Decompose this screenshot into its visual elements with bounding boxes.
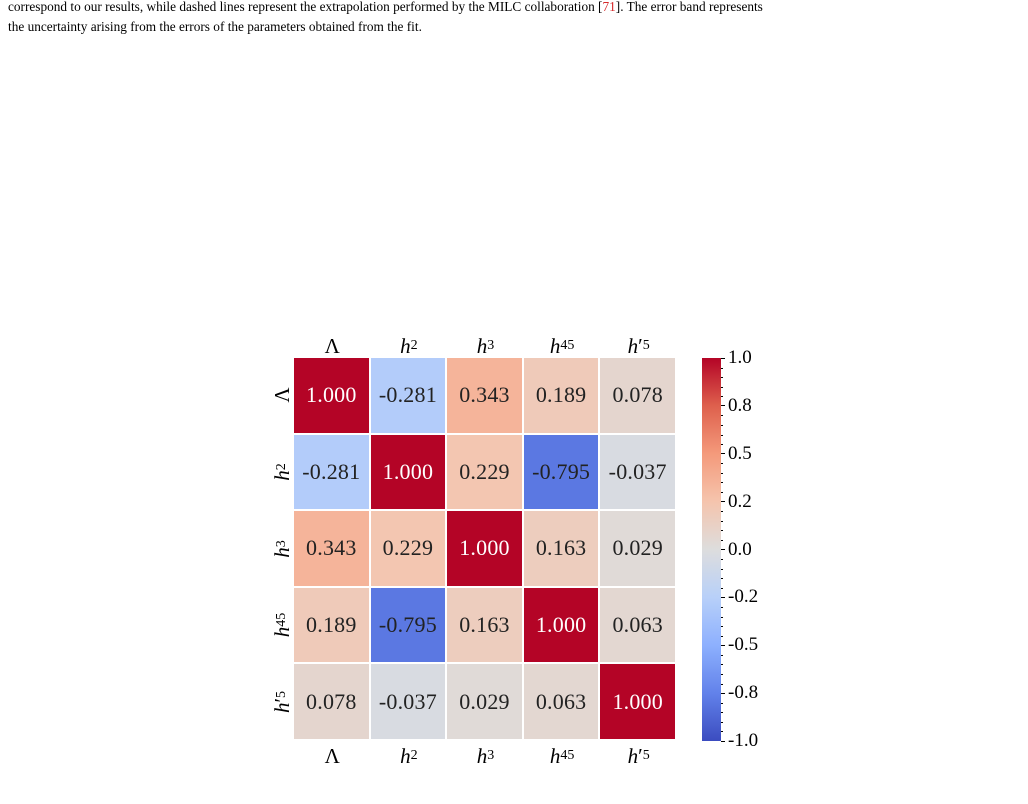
heatmap-cell: 0.163 — [523, 511, 599, 586]
figure-caption: correspond to our results, while dashed … — [8, 0, 1022, 37]
caption-line-2: the uncertainty arising from the errors … — [8, 19, 422, 34]
heatmap-cell: -0.795 — [523, 434, 599, 510]
colorbar-minor-tick — [721, 463, 723, 465]
citation-link[interactable]: 71 — [602, 0, 616, 14]
colorbar-tick-label: 0.0 — [721, 538, 752, 562]
column-label-Lambda: Λ — [324, 743, 340, 768]
colorbar-minor-tick — [721, 386, 723, 388]
colorbar-minor-tick — [721, 731, 723, 733]
colorbar-minor-tick — [721, 673, 723, 675]
colorbar-tick-label: 0.8 — [721, 394, 752, 418]
colorbar-minor-tick — [721, 396, 723, 398]
column-label-Lambda: Λ — [324, 333, 340, 358]
colorbar-minor-tick — [721, 654, 723, 656]
colorbar — [702, 358, 721, 741]
colorbar-minor-tick — [721, 530, 723, 532]
colorbar-minor-tick — [721, 482, 723, 484]
colorbar-minor-tick — [721, 578, 723, 580]
colorbar-minor-tick — [721, 415, 723, 417]
column-label-h45: h 45 — [549, 743, 575, 768]
colorbar-minor-tick — [721, 721, 723, 723]
heatmap-cell: 1.000 — [294, 358, 369, 433]
heatmap-cell: 0.229 — [447, 434, 522, 510]
heatmap-cell: 0.029 — [600, 511, 675, 586]
heatmap-cell: 0.078 — [600, 358, 675, 433]
colorbar-minor-tick — [721, 587, 723, 589]
colorbar-minor-tick — [721, 712, 723, 714]
heatmap-cell: -0.037 — [370, 664, 446, 739]
heatmap-cell: 1.000 — [370, 434, 446, 510]
colorbar-tick-label: -0.8 — [721, 681, 758, 705]
heatmap-cell: 0.063 — [523, 664, 599, 739]
colorbar-minor-tick — [721, 606, 723, 608]
colorbar-tick-label: 0.5 — [721, 442, 752, 466]
colorbar-minor-tick — [721, 616, 723, 618]
column-label-h45: h 45 — [549, 333, 575, 358]
colorbar-tick-label: 0.2 — [721, 490, 752, 514]
heatmap-cell: -0.037 — [600, 434, 675, 510]
colorbar-tick-label: 1.0 — [721, 346, 752, 370]
colorbar-minor-tick — [721, 568, 723, 570]
heatmap-cell: 0.343 — [447, 358, 522, 433]
heatmap-cell: 0.063 — [600, 587, 675, 663]
colorbar-minor-tick — [721, 520, 723, 522]
heatmap-cell: 0.343 — [294, 511, 369, 586]
heatmap-cell: 0.189 — [294, 587, 369, 663]
colorbar-minor-tick — [721, 559, 723, 561]
colorbar-minor-tick — [721, 444, 723, 446]
heatmap-cell: 0.078 — [294, 664, 369, 739]
heatmap-cell: 1.000 — [523, 587, 599, 663]
caption-text: ]. The error band represents — [615, 0, 763, 14]
heatmap-cell: 0.029 — [447, 664, 522, 739]
correlation-heatmap: 1.000 -0.281 0.343 0.189 0.078 -0.281 1.000 0.2… — [294, 358, 677, 740]
heatmap-cell: 0.189 — [523, 358, 599, 433]
colorbar-tick-label: -0.5 — [721, 633, 758, 657]
colorbar-minor-tick — [721, 626, 723, 628]
heatmap-cell: 1.000 — [447, 511, 522, 586]
row-label-Lambda: Λ — [269, 387, 294, 403]
column-label-h5p: h ′ 5 — [627, 743, 650, 768]
heatmap-cell: 0.163 — [447, 587, 522, 663]
heatmap-cell: -0.281 — [370, 358, 446, 433]
heatmap-cell: 0.229 — [370, 511, 446, 586]
heatmap-cell: -0.281 — [294, 434, 369, 510]
colorbar-minor-tick — [721, 539, 723, 541]
caption-text: correspond to our results, while dashed … — [8, 0, 603, 14]
row-label-h45: h 45 — [269, 612, 294, 638]
row-label-h5p: h ′ 5 — [269, 690, 294, 713]
colorbar-minor-tick — [721, 434, 723, 436]
colorbar-minor-tick — [721, 635, 723, 637]
colorbar-minor-tick — [721, 702, 723, 704]
colorbar-minor-tick — [721, 367, 723, 369]
colorbar-tick-label: -1.0 — [721, 729, 758, 753]
colorbar-minor-tick — [721, 683, 723, 685]
heatmap-cell: 1.000 — [600, 664, 675, 739]
colorbar-minor-tick — [721, 511, 723, 513]
colorbar-minor-tick — [721, 472, 723, 474]
colorbar-minor-tick — [721, 664, 723, 666]
colorbar-minor-tick — [721, 492, 723, 494]
colorbar-minor-tick — [721, 425, 723, 427]
caption-line-1: correspond to our results, while dashed … — [8, 0, 1022, 17]
heatmap-cell: -0.795 — [370, 587, 446, 663]
colorbar-minor-tick — [721, 377, 723, 379]
column-label-h5p: h ′ 5 — [627, 333, 650, 358]
colorbar-tick-label: -0.2 — [721, 585, 758, 609]
